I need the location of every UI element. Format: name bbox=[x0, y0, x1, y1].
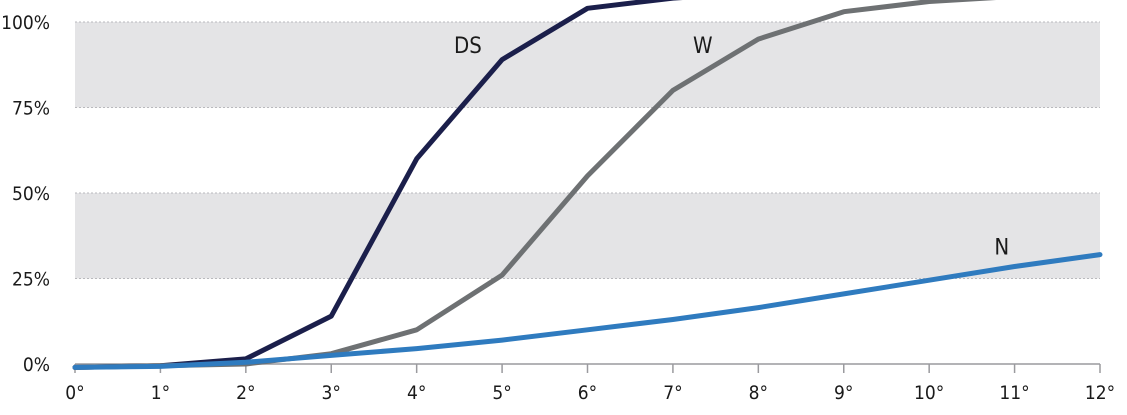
x-tick-label: 2° bbox=[236, 382, 255, 404]
y-tick-label: 50% bbox=[12, 183, 50, 205]
shaded-band-1 bbox=[75, 22, 1100, 108]
x-tick-labels: 0° 1° 2° 3° 4° 5° 6° 7° 8° 9° 10° 11° 12° bbox=[65, 382, 1115, 404]
series-line-ds bbox=[72, 0, 683, 370]
y-tick-label: 0% bbox=[23, 354, 50, 376]
shaded-bands bbox=[75, 22, 1100, 279]
x-tick-label: 1° bbox=[151, 382, 170, 404]
x-tick-label: 7° bbox=[663, 382, 682, 404]
series-label-n: N bbox=[994, 236, 1009, 261]
series-labels: DS W N bbox=[454, 34, 1009, 261]
shaded-band-0 bbox=[75, 193, 1100, 279]
y-tick-label: 75% bbox=[12, 98, 50, 120]
x-tick-label: 3° bbox=[322, 382, 341, 404]
x-tick-label: 6° bbox=[578, 382, 597, 404]
x-tick-label: 12° bbox=[1085, 382, 1115, 404]
x-tick-label: 5° bbox=[492, 382, 511, 404]
x-tick-label: 10° bbox=[914, 382, 944, 404]
gridlines bbox=[75, 21, 1100, 279]
x-tick-label: 4° bbox=[407, 382, 426, 404]
y-tick-label: 100% bbox=[1, 12, 50, 34]
x-tick-label: 11° bbox=[999, 382, 1029, 404]
series-label-w: W bbox=[693, 34, 713, 59]
series-line-n bbox=[72, 252, 1103, 370]
series-label-ds: DS bbox=[454, 34, 482, 59]
x-tick-label: 9° bbox=[834, 382, 853, 404]
y-tick-labels: 0% 25% 50% 75% 100% bbox=[1, 12, 50, 376]
y-tick-label: 25% bbox=[12, 269, 50, 291]
series-lines bbox=[72, 0, 1103, 370]
x-tick-label: 8° bbox=[749, 382, 768, 404]
x-tick-label: 0° bbox=[65, 382, 84, 404]
